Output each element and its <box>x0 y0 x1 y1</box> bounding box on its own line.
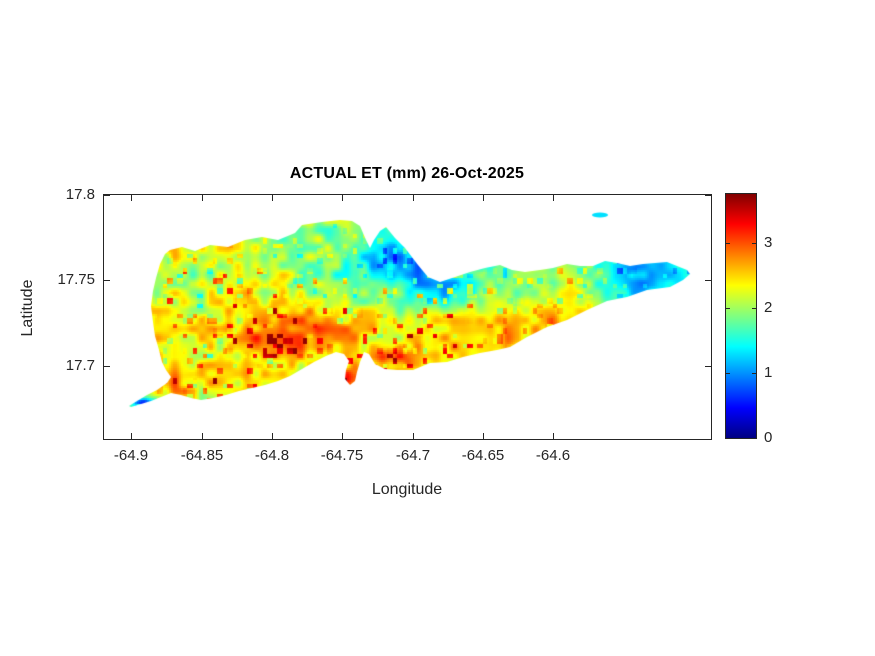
y-tick-label: 17.8 <box>65 186 95 203</box>
x-tick-label: -64.6 <box>535 447 571 464</box>
y-tick-label: 17.75 <box>57 271 95 288</box>
x-tick-label: -64.65 <box>461 447 505 464</box>
colorbar <box>725 193 757 439</box>
y-axis-label: Latitude <box>19 279 36 337</box>
x-axis-label: Longitude <box>371 481 443 498</box>
colorbar-tick-label: 2 <box>764 299 773 316</box>
x-tick-label: -64.9 <box>113 447 149 464</box>
x-tick-label: -64.8 <box>254 447 290 464</box>
x-tick-label: -64.7 <box>395 447 431 464</box>
colorbar-tick-label: 3 <box>764 234 773 251</box>
y-tick-label: 17.7 <box>65 357 95 374</box>
colorbar-tick-label: 0 <box>764 429 773 446</box>
x-tick-label: -64.75 <box>320 447 364 464</box>
et-heatmap-canvas <box>103 194 711 439</box>
colorbar-tick-label: 1 <box>764 364 773 381</box>
chart-title: ACTUAL ET (mm) 26-Oct-2025 <box>289 165 525 182</box>
x-tick-label: -64.85 <box>180 447 224 464</box>
